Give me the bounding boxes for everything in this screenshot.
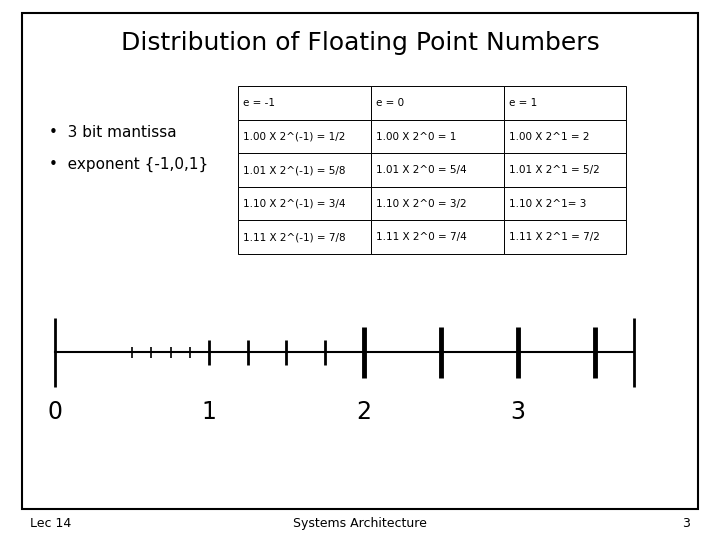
Text: 1.10 X 2^1= 3: 1.10 X 2^1= 3 xyxy=(509,199,586,208)
Bar xyxy=(371,153,504,187)
Bar xyxy=(238,187,371,220)
Text: 1.10 X 2^(-1) = 3/4: 1.10 X 2^(-1) = 3/4 xyxy=(243,199,346,208)
Bar xyxy=(504,187,626,220)
Text: e = 0: e = 0 xyxy=(376,98,404,108)
Text: 1.00 X 2^1 = 2: 1.00 X 2^1 = 2 xyxy=(509,132,590,141)
Text: 1.10 X 2^0 = 3/2: 1.10 X 2^0 = 3/2 xyxy=(376,199,467,208)
Text: 3: 3 xyxy=(510,400,526,423)
Text: 1.11 X 2^0 = 7/4: 1.11 X 2^0 = 7/4 xyxy=(376,232,467,242)
Bar xyxy=(238,86,371,120)
Text: 3: 3 xyxy=(682,517,690,530)
Bar xyxy=(504,86,626,120)
Text: 1.01 X 2^0 = 5/4: 1.01 X 2^0 = 5/4 xyxy=(376,165,467,175)
Text: Systems Architecture: Systems Architecture xyxy=(293,517,427,530)
Text: 1.00 X 2^(-1) = 1/2: 1.00 X 2^(-1) = 1/2 xyxy=(243,132,346,141)
Text: 1.01 X 2^1 = 5/2: 1.01 X 2^1 = 5/2 xyxy=(509,165,600,175)
Text: 1: 1 xyxy=(202,400,217,423)
Bar xyxy=(504,153,626,187)
Text: 0: 0 xyxy=(48,400,63,423)
Text: 1.11 X 2^1 = 7/2: 1.11 X 2^1 = 7/2 xyxy=(509,232,600,242)
Text: Lec 14: Lec 14 xyxy=(30,517,71,530)
Text: •  exponent {-1,0,1}: • exponent {-1,0,1} xyxy=(49,157,208,172)
Bar xyxy=(371,86,504,120)
Text: e = -1: e = -1 xyxy=(243,98,275,108)
Text: 2: 2 xyxy=(356,400,371,423)
Bar xyxy=(371,120,504,153)
Bar xyxy=(371,220,504,254)
Text: Distribution of Floating Point Numbers: Distribution of Floating Point Numbers xyxy=(121,31,599,55)
Bar xyxy=(238,153,371,187)
Bar xyxy=(238,120,371,153)
Bar xyxy=(238,220,371,254)
Bar xyxy=(504,220,626,254)
Bar xyxy=(371,187,504,220)
Text: 1.01 X 2^(-1) = 5/8: 1.01 X 2^(-1) = 5/8 xyxy=(243,165,346,175)
Text: e = 1: e = 1 xyxy=(509,98,537,108)
Text: 1.00 X 2^0 = 1: 1.00 X 2^0 = 1 xyxy=(376,132,456,141)
Text: •  3 bit mantissa: • 3 bit mantissa xyxy=(49,125,176,140)
Bar xyxy=(504,120,626,153)
Text: 1.11 X 2^(-1) = 7/8: 1.11 X 2^(-1) = 7/8 xyxy=(243,232,346,242)
